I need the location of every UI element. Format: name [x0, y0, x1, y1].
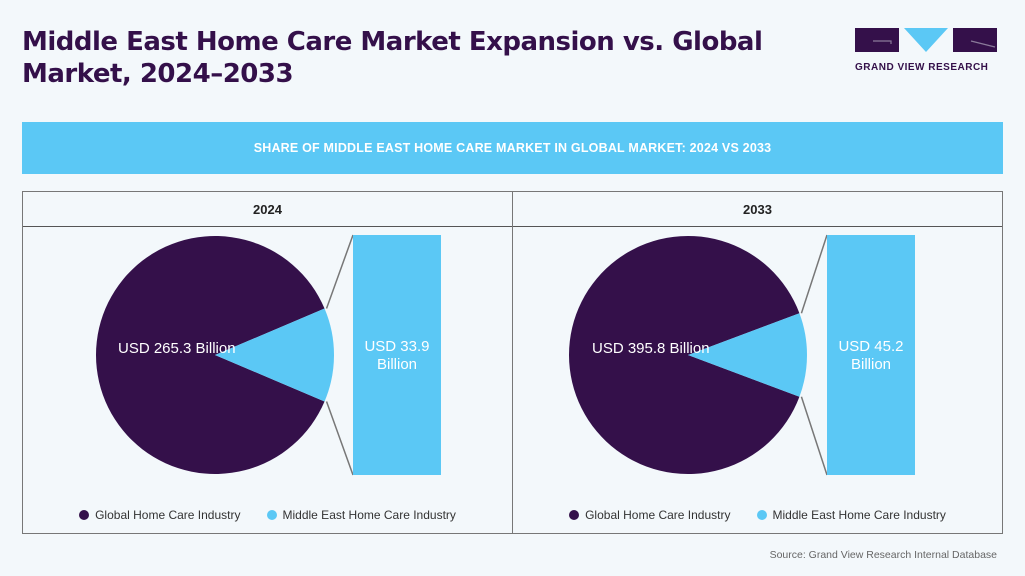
legend-item-middle-east: Middle East Home Care Industry — [266, 508, 456, 522]
grand-view-research-logo: GRAND VIEW RESEARCH — [855, 28, 997, 73]
middle-east-value-label: USD 45.2 Billion — [838, 338, 904, 373]
legend-item-global: Global Home Care Industry — [569, 508, 731, 522]
legend-dot-icon — [756, 510, 767, 520]
middle-east-bar — [827, 235, 915, 475]
pie-slice-middle-east — [215, 308, 334, 402]
middle-east-value-label: USD 33.9 Billion — [364, 338, 430, 373]
legend-item-global: Global Home Care Industry — [79, 508, 241, 522]
legend-label: Middle East Home Care Industry — [772, 508, 946, 522]
connector-line-bottom — [325, 401, 354, 476]
legend-label: Middle East Home Care Industry — [282, 508, 456, 522]
pie-chart-2033 — [569, 234, 915, 476]
brand-name: GRAND VIEW RESEARCH — [855, 62, 989, 73]
legend-item-middle-east: Middle East Home Care Industry — [756, 508, 946, 522]
panel-2024: 2024 USD 265.3 Billion USD 33.9 Billion … — [22, 191, 513, 534]
legend-dot-icon — [266, 510, 277, 520]
legend-label: Global Home Care Industry — [585, 508, 731, 522]
panel-2033: 2033 USD 395.8 Billion USD 45.2 Billion … — [512, 191, 1003, 534]
connector-line-top — [800, 234, 828, 314]
legend-dot-icon — [569, 510, 580, 520]
connector-line-top — [325, 234, 354, 309]
chart-banner: SHARE OF MIDDLE EAST HOME CARE MARKET IN… — [22, 122, 1003, 174]
panel-title: 2024 — [23, 192, 512, 227]
pie-slice-middle-east — [688, 313, 807, 397]
pie-slice-global — [569, 236, 800, 475]
pie-chart-2024 — [96, 234, 441, 476]
gvr-logo-icon — [855, 28, 997, 52]
legend-label: Global Home Care Industry — [95, 508, 241, 522]
middle-east-bar — [353, 235, 441, 475]
legend-dot-icon — [79, 510, 90, 520]
panel-title: 2033 — [513, 192, 1002, 227]
global-value-label: USD 265.3 Billion — [118, 340, 236, 357]
connector-line-bottom — [800, 396, 828, 476]
global-value-label: USD 395.8 Billion — [592, 340, 710, 357]
page-title: Middle East Home Care Market Expansion v… — [22, 27, 763, 89]
legend: Global Home Care Industry Middle East Ho… — [23, 508, 512, 522]
legend: Global Home Care Industry Middle East Ho… — [513, 508, 1002, 522]
source-note: Source: Grand View Research Internal Dat… — [769, 549, 997, 561]
pie-slice-global — [96, 236, 325, 475]
